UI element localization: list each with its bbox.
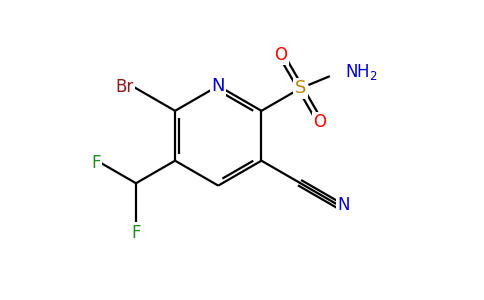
Text: F: F	[131, 224, 141, 242]
Text: Br: Br	[116, 78, 134, 96]
Text: N: N	[337, 196, 350, 214]
Text: N: N	[212, 77, 225, 95]
Text: F: F	[91, 154, 101, 172]
Text: NH$_2$: NH$_2$	[345, 61, 378, 82]
Text: O: O	[314, 113, 327, 131]
Text: S: S	[295, 79, 306, 97]
Text: O: O	[274, 46, 287, 64]
